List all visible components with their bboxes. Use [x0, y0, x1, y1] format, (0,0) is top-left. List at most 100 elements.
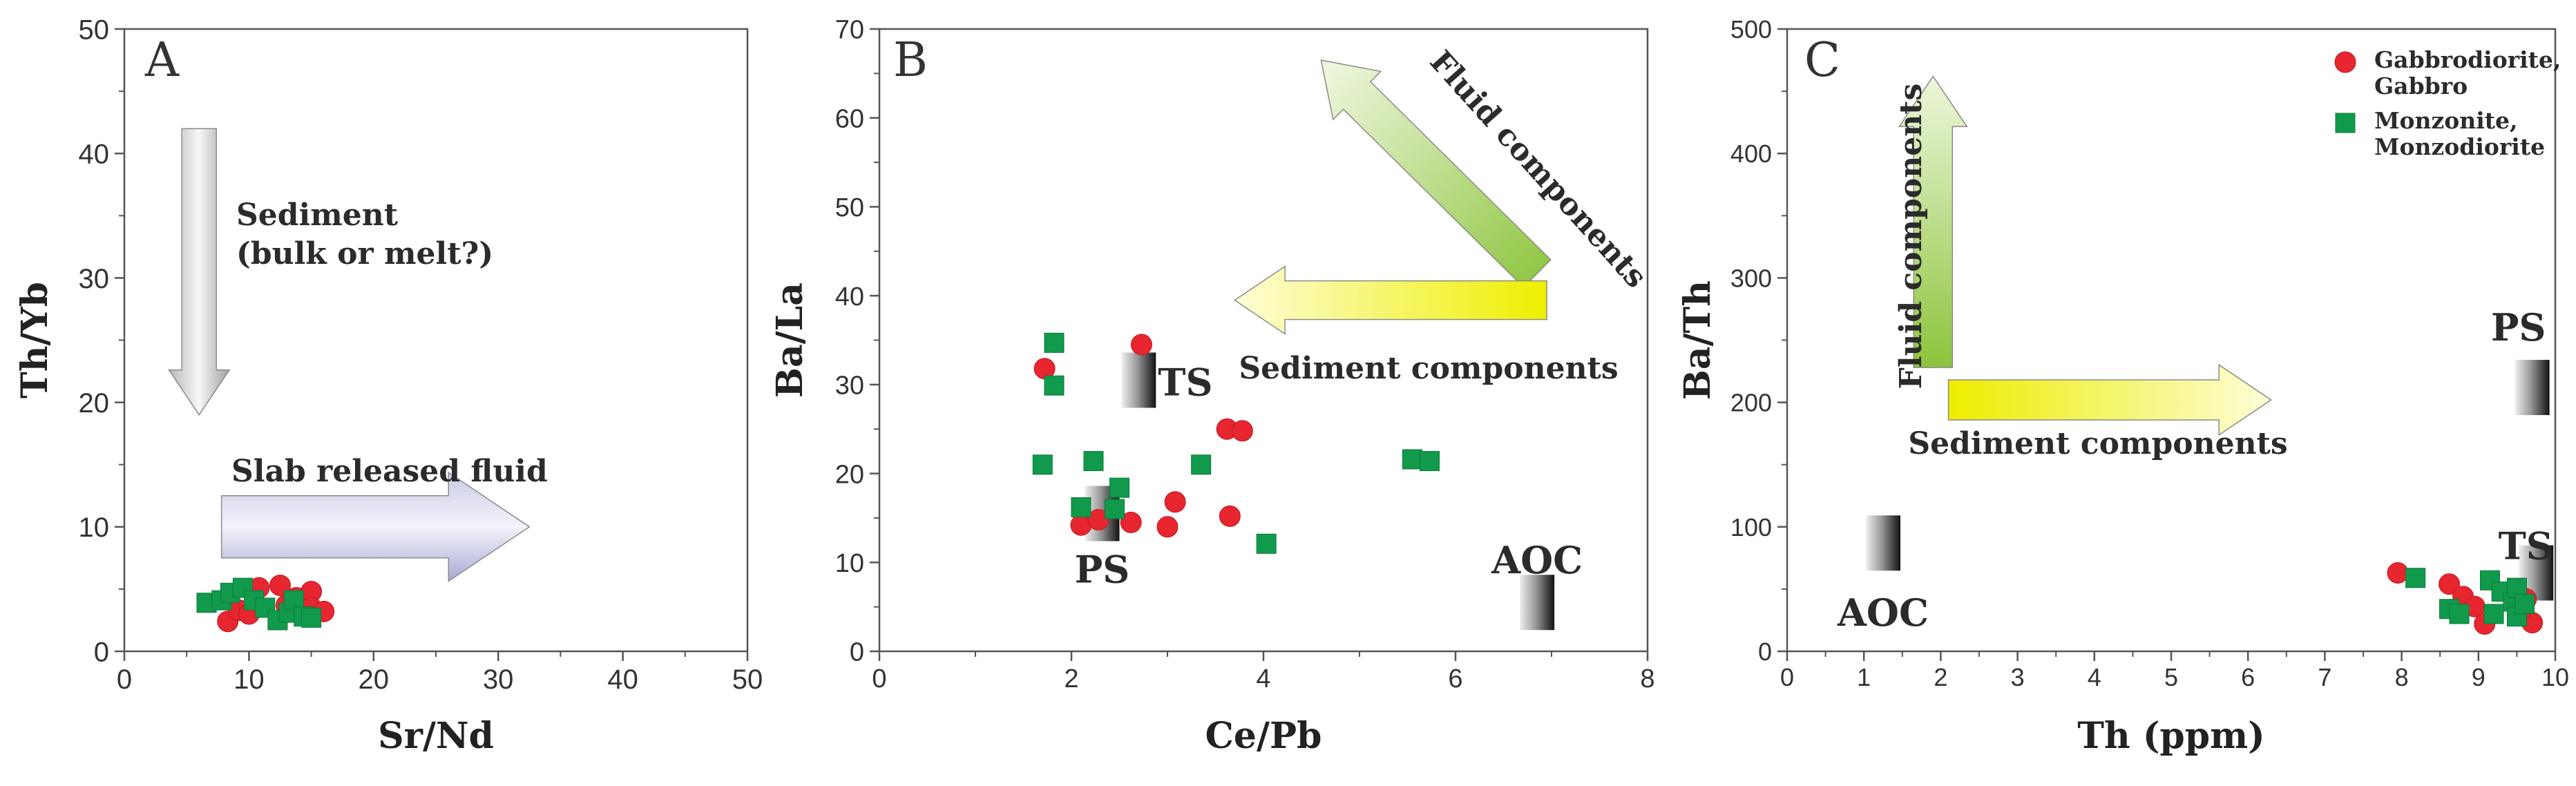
y-tick-label: 60: [835, 104, 864, 133]
x-tick-label: 40: [607, 664, 638, 695]
reference-field-label: AOC: [1491, 538, 1583, 582]
x-tick-label: 2: [1934, 663, 1947, 691]
reference-field-label: TS: [1158, 360, 1212, 404]
x-tick-label: 7: [2318, 663, 2331, 691]
data-point-square: [1419, 451, 1440, 472]
x-tick-label: 8: [2395, 663, 2409, 691]
x-tick-label: 9: [2472, 663, 2486, 691]
legend: Gabbrodiorite,Gabbro Monzonite,Monzodiori…: [2334, 46, 2561, 160]
data-point-circle: [2387, 562, 2409, 584]
y-tick-label: 400: [1730, 140, 1772, 168]
data-point-circle: [1231, 420, 1253, 442]
legend-label: Monzodiorite: [2374, 133, 2545, 160]
data-point-square: [1044, 375, 1065, 396]
x-tick-label: 30: [483, 664, 514, 695]
x-tick-label: 5: [2164, 663, 2178, 691]
annotation-arrow: [1233, 265, 1547, 336]
y-axis-label: Th/Yb: [14, 282, 56, 399]
data-point-circle: [1156, 516, 1179, 538]
y-tick-label: 40: [835, 282, 864, 311]
data-point-square: [1032, 454, 1053, 475]
x-tick-label: 20: [359, 664, 390, 695]
reference-field-aoc: [1866, 515, 1900, 571]
data-point-square: [1105, 499, 1125, 519]
y-tick-label: 200: [1730, 389, 1772, 417]
y-tick-label: 20: [835, 460, 864, 489]
legend-marker-square: [2335, 113, 2356, 133]
x-tick-label: 6: [2241, 663, 2255, 691]
data-point-circle: [2439, 573, 2461, 595]
data-point-square: [2405, 568, 2426, 588]
x-axis-label: Ce/Pb: [1205, 715, 1322, 757]
y-tick-label: 300: [1730, 264, 1772, 292]
x-axis-label: Th (ppm): [2077, 715, 2265, 757]
reference-field-label: PS: [2491, 305, 2546, 349]
data-point-square: [1109, 477, 1129, 498]
x-tick-label: 0: [117, 664, 132, 695]
y-tick-label: 30: [835, 372, 864, 401]
data-point-square: [1256, 533, 1277, 554]
annotation-label: Sediment components: [1908, 426, 2287, 461]
data-point-square: [1044, 332, 1065, 353]
y-tick-label: 100: [1730, 513, 1772, 541]
y-tick-label: 0: [94, 637, 109, 667]
y-tick-label: 0: [850, 638, 864, 667]
data-point-square: [1191, 454, 1212, 475]
data-point-circle: [1164, 491, 1186, 513]
data-point-square: [301, 607, 322, 628]
annotation-arrow: [1947, 363, 2272, 437]
x-tick-label: 0: [1780, 663, 1794, 691]
y-tick-label: 30: [79, 264, 110, 294]
data-point-circle: [1130, 334, 1152, 356]
y-tick-label: 10: [79, 512, 110, 543]
annotation-arrow: [1320, 59, 1552, 288]
panel-letter: C: [1804, 33, 1840, 88]
y-tick-label: 0: [1758, 638, 1772, 666]
legend-label: Gabbrodiorite,: [2374, 46, 2561, 73]
x-axis-label: Sr/Nd: [378, 715, 494, 757]
data-point-circle: [1219, 505, 1241, 527]
x-tick-label: 50: [732, 664, 763, 695]
data-point-square: [1083, 451, 1104, 472]
x-tick-label: 4: [2088, 663, 2101, 691]
y-tick-label: 500: [1730, 15, 1772, 44]
panel-letter: B: [893, 33, 928, 88]
panel-a: 0 10 20 30 40 50 0 10 20 30 40 50 Sr/Nd Th/Yb A Sedimen…: [14, 15, 763, 757]
y-axis-label: Ba/La: [769, 282, 811, 398]
x-tick-label: 3: [2011, 663, 2025, 691]
data-point-square: [1071, 497, 1091, 517]
y-tick-label: 40: [79, 140, 110, 170]
x-tick-label: 10: [2541, 663, 2569, 691]
x-tick-label: 0: [872, 664, 886, 693]
data-point-square: [1402, 449, 1422, 470]
annotation-arrow: [220, 471, 531, 582]
annotation-arrow: [1898, 75, 1968, 368]
reference-field-aoc: [1520, 575, 1555, 631]
legend-marker-circle: [2334, 51, 2356, 73]
legend-label: Gabbro: [2374, 73, 2468, 99]
annotation-arrow: [168, 128, 231, 416]
y-axis-label: Ba/Th: [1677, 280, 1719, 400]
annotation-label: Slab released fluid: [231, 454, 548, 489]
y-tick-label: 20: [79, 388, 110, 419]
x-tick-label: 10: [233, 664, 265, 695]
data-point-square: [2515, 594, 2535, 615]
x-tick-label: 2: [1064, 664, 1078, 693]
data-point-circle: [1120, 511, 1142, 533]
annotation-label: Fluid components: [1893, 84, 1929, 390]
panel-letter: A: [144, 33, 180, 88]
annotation-label: Sediment components: [1239, 351, 1618, 386]
x-tick-label: 8: [1640, 664, 1654, 693]
reference-field-label: AOC: [1837, 591, 1929, 635]
reference-field-ps: [2515, 359, 2550, 415]
x-tick-label: 4: [1256, 664, 1270, 693]
x-tick-label: 1: [1857, 663, 1871, 691]
y-tick-label: 10: [835, 549, 864, 578]
reference-field-ts: [1121, 352, 1156, 408]
x-tick-label: 6: [1448, 664, 1462, 693]
y-tick-label: 50: [79, 15, 110, 45]
annotation-label: Sediment: [236, 198, 399, 233]
